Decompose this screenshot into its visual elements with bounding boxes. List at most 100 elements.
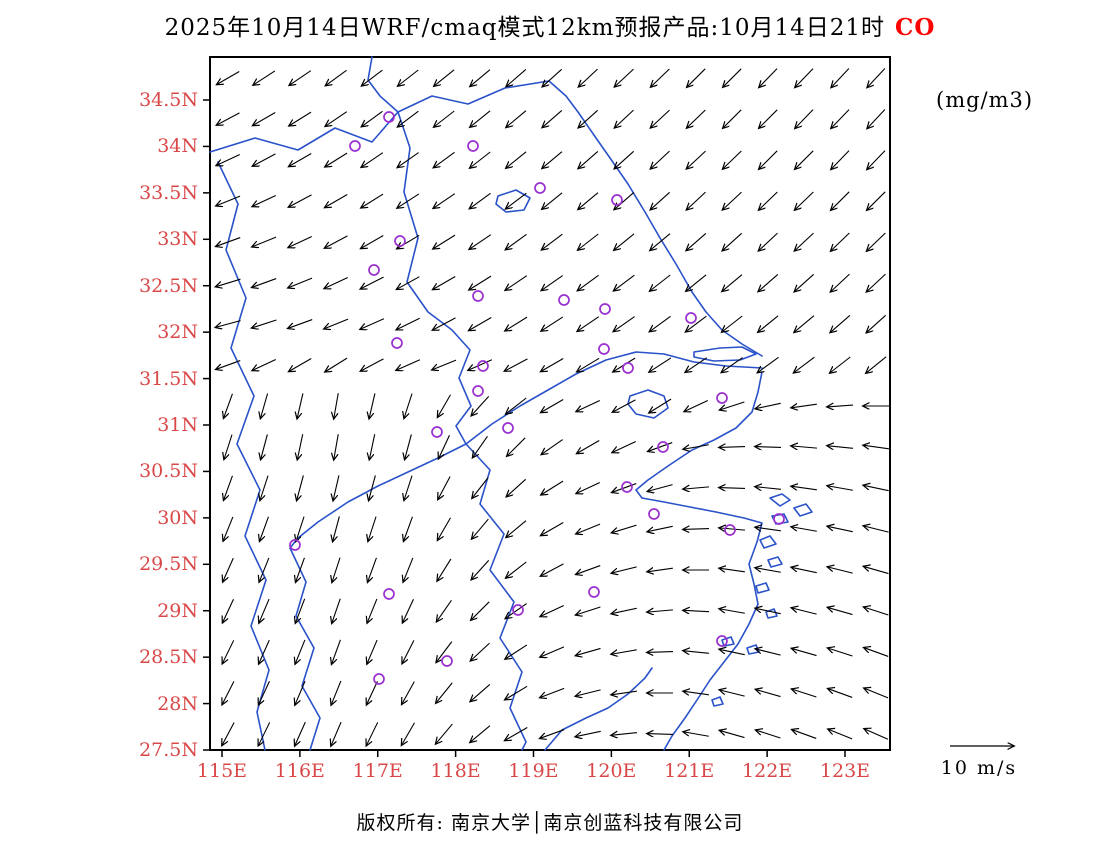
wind-vector-arrow	[437, 600, 452, 621]
wind-vector-arrow	[361, 358, 384, 371]
wind-vector-arrow	[398, 69, 419, 86]
wind-vector-arrow	[403, 598, 414, 623]
wind-vector-arrow	[723, 150, 742, 169]
wind-vector-arrow	[541, 275, 563, 291]
coastline-boundary-path	[367, 56, 399, 113]
wind-vector-arrow	[864, 648, 889, 657]
wind-vector-arrow	[651, 68, 670, 87]
wind-vector-arrow	[334, 393, 339, 419]
wind-vector-arrow	[469, 234, 492, 250]
wind-vector-arrow	[471, 559, 490, 579]
lat-axis-label: 33.5N	[139, 181, 198, 204]
wind-vector-arrow	[260, 516, 269, 541]
wind-vector-arrow	[367, 680, 378, 705]
wind-vector-arrow	[791, 446, 817, 448]
title-text: 2025年10月14日WRF/cmaq模式12km预报产品:10月14日21时	[164, 15, 886, 41]
wind-vector-arrow	[288, 277, 313, 288]
wind-vector-arrow	[397, 276, 420, 290]
lat-axis-label: 33N	[157, 228, 198, 251]
wind-vector-arrow	[404, 475, 413, 501]
wind-vector-arrow	[222, 681, 235, 704]
coastline-boundary-path	[759, 535, 777, 549]
wind-vector-arrow	[362, 69, 383, 86]
wind-vector-arrow	[432, 359, 457, 370]
wind-vector-arrow	[289, 70, 312, 86]
wind-vector-arrow	[297, 434, 304, 459]
wind-vector-arrow	[217, 71, 240, 85]
wind-vector-arrow	[650, 191, 671, 209]
wind-vector-arrow	[505, 644, 528, 659]
wind-vector-arrow	[684, 400, 709, 412]
wind-vector-arrow	[369, 475, 376, 500]
wind-vector-arrow	[758, 315, 779, 332]
wind-vector-arrow	[831, 150, 850, 170]
station-marker	[599, 303, 611, 315]
wind-vector-arrow	[398, 110, 419, 127]
wind-vector-arrow	[614, 274, 635, 291]
wind-vector-arrow	[324, 318, 349, 329]
wind-vector-arrow	[542, 110, 563, 127]
wind-vector-arrow	[867, 232, 886, 251]
wind-vector-arrow	[723, 109, 742, 128]
wind-vector-arrow	[792, 689, 817, 698]
wind-vector-arrow	[541, 480, 564, 495]
coastline-boundary-path	[635, 371, 763, 751]
wind-vector-arrow	[578, 151, 599, 168]
wind-vector-arrow	[505, 233, 527, 249]
wind-vector-arrow	[578, 192, 599, 210]
wind-vector-arrow	[791, 567, 817, 574]
wind-vector-arrow	[542, 233, 563, 250]
wind-vector-arrow	[224, 393, 233, 418]
wind-vector-arrow	[261, 434, 268, 459]
coastline-boundary-path	[548, 80, 763, 357]
wind-vector-arrow	[288, 236, 313, 248]
wind-vector-arrow	[216, 360, 241, 370]
wind-vector-arrow	[396, 317, 420, 329]
wind-vector-arrow	[864, 729, 889, 740]
wind-vector-arrow	[436, 682, 453, 703]
wind-vector-arrow	[794, 232, 814, 251]
wind-vector-arrow	[577, 357, 600, 371]
station-marker	[472, 290, 484, 302]
wind-vector-arrow	[505, 685, 528, 699]
wind-vector-arrow	[611, 566, 637, 573]
wind-vector-arrow	[827, 526, 853, 533]
lon-axis-label: 123E	[819, 760, 871, 782]
wind-vector-arrow	[216, 154, 241, 166]
wind-vector-arrow	[260, 393, 269, 419]
wind-vector-arrow	[506, 69, 527, 86]
coastline-boundary-path	[765, 608, 778, 619]
wind-vector-arrow	[472, 477, 489, 498]
wind-vector-arrow	[253, 112, 276, 126]
coastline-boundary-path	[217, 161, 270, 751]
station-marker	[622, 362, 634, 374]
wind-vector-arrow	[794, 315, 815, 333]
wind-vector-arrow	[791, 404, 817, 408]
wind-vector-arrow	[650, 274, 671, 291]
wind-vector-arrow	[577, 274, 599, 290]
wind-vector-arrow	[471, 395, 490, 415]
wind-vector-arrow	[434, 110, 455, 127]
wind-vector-arrow	[683, 610, 710, 611]
wind-vector-arrow	[831, 109, 850, 129]
wind-vector-arrow	[506, 561, 527, 578]
wind-vector-arrow	[756, 689, 781, 698]
wind-vector-arrow	[650, 233, 671, 251]
wind-vector-arrow	[405, 434, 412, 459]
wind-vector-arrow	[252, 236, 277, 247]
wind-vector-arrow	[759, 68, 778, 88]
lon-axis-label: 122E	[742, 760, 793, 782]
wind-vector-arrow	[759, 109, 778, 128]
wind-vector-arrow	[470, 110, 491, 127]
wind-vector-arrow	[756, 730, 781, 739]
wind-vector-arrow	[755, 487, 781, 490]
lat-axis-label: 31.5N	[139, 367, 198, 390]
wind-vector-arrow	[867, 109, 886, 128]
wind-vector-arrow	[259, 598, 270, 623]
wind-vector-arrow	[433, 276, 456, 290]
wind-vector-arrow	[830, 315, 851, 332]
station-marker	[534, 182, 546, 194]
page-title: 2025年10月14日WRF/cmaq模式12km预报产品:10月14日21时 C…	[0, 8, 1100, 42]
wind-vector-arrow	[611, 733, 637, 736]
